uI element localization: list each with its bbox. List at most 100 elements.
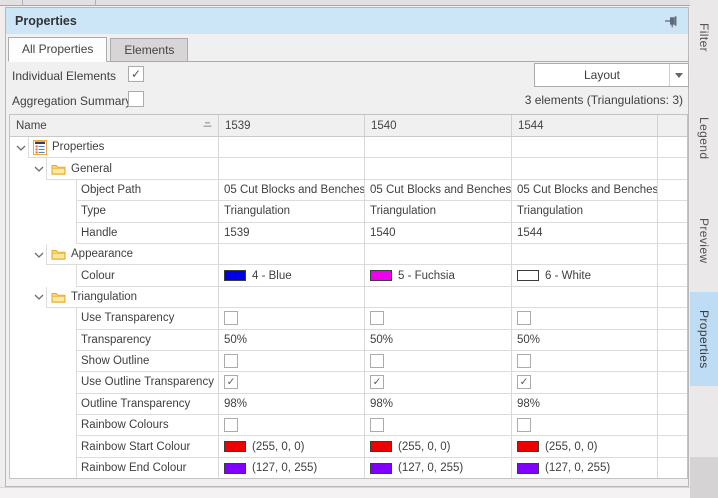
grid-row-appearance[interactable]: Appearance (10, 243, 687, 266)
value-checkbox[interactable] (370, 311, 384, 326)
value-checkbox[interactable]: ✓ (517, 375, 531, 390)
grid-cell-object-path-1540[interactable]: 05 Cut Blocks and Benches... (365, 179, 512, 202)
tab-all-properties[interactable]: All Properties (8, 37, 108, 62)
dropdown-arrow-icon[interactable] (669, 64, 688, 86)
grid-cell-object-path-1539[interactable]: 05 Cut Blocks and Benches... (219, 179, 365, 202)
expand-chevron-icon[interactable] (14, 137, 28, 158)
grid-cell-type-1540[interactable]: Triangulation (365, 201, 512, 223)
grid-row-colour[interactable]: Colour 4 - Blue 5 - Fuchsia 6 - White (10, 265, 687, 287)
side-tab-properties[interactable]: Properties (690, 292, 718, 386)
grid-cell-rainbow-end-colour-1540[interactable]: (127, 0, 255) (365, 457, 512, 478)
color-swatch[interactable] (370, 462, 392, 474)
grid-cell-rainbow-colours-1539[interactable] (219, 415, 365, 437)
tree-name-cell[interactable]: Outline Transparency (10, 393, 219, 416)
tree-name-cell[interactable]: Use Transparency (10, 308, 219, 330)
color-swatch[interactable] (517, 462, 539, 474)
value-checkbox[interactable] (224, 311, 238, 326)
grid-cell-colour-1544[interactable]: 6 - White (512, 265, 658, 287)
tab-elements[interactable]: Elements (110, 38, 189, 61)
tree-name-cell[interactable]: Rainbow Colours (10, 415, 219, 437)
grid-cell-rainbow-start-colour-1539[interactable]: (255, 0, 0) (219, 436, 365, 458)
grid-cell-rainbow-start-colour-1540[interactable]: (255, 0, 0) (365, 436, 512, 458)
grid-cell-show-outline-1544[interactable] (512, 350, 658, 373)
grid-cell-type-1539[interactable]: Triangulation (219, 201, 365, 223)
grid-cell-rainbow-end-colour-1544[interactable]: (127, 0, 255) (512, 457, 658, 478)
expand-chevron-icon[interactable] (32, 287, 46, 308)
column-header-1540[interactable]: 1540 (365, 115, 512, 136)
grid-cell-type-1544[interactable]: Triangulation (512, 201, 658, 223)
grid-row-general[interactable]: General (10, 158, 687, 180)
value-checkbox[interactable]: ✓ (224, 375, 238, 390)
grid-cell-handle-1540[interactable]: 1540 (365, 222, 512, 244)
individual-elements-checkbox[interactable]: ✓ (128, 66, 144, 82)
aggregation-summary-checkbox[interactable] (128, 91, 144, 107)
grid-cell-colour-1540[interactable]: 5 - Fuchsia (365, 265, 512, 287)
tree-name-cell[interactable]: Triangulation (10, 286, 219, 309)
color-swatch[interactable] (370, 270, 392, 282)
grid-cell-use-outline-transparency-1539[interactable]: ✓ (219, 372, 365, 394)
grid-cell-use-outline-transparency-1540[interactable]: ✓ (365, 372, 512, 394)
value-checkbox[interactable] (517, 354, 531, 369)
tree-name-cell[interactable]: Transparency (10, 329, 219, 351)
sort-icon[interactable] (202, 120, 213, 132)
grid-cell-use-transparency-1539[interactable] (219, 308, 365, 330)
side-tab-legend[interactable]: Legend (697, 116, 711, 160)
grid-row-properties[interactable]: Properties (10, 137, 687, 159)
grid-cell-rainbow-end-colour-1539[interactable]: (127, 0, 255) (219, 457, 365, 478)
grid-cell-rainbow-colours-1540[interactable] (365, 415, 512, 437)
tree-name-cell[interactable]: Type (10, 201, 219, 223)
grid-cell-show-outline-1540[interactable] (365, 350, 512, 373)
column-header-1544[interactable]: 1544 (512, 115, 658, 136)
grid-cell-outline-transparency-1544[interactable]: 98% (512, 393, 658, 416)
grid-cell-transparency-1540[interactable]: 50% (365, 329, 512, 351)
value-checkbox[interactable] (224, 354, 238, 369)
tree-name-cell[interactable]: Rainbow Start Colour (10, 436, 219, 458)
grid-row-use-outline-transparency[interactable]: Use Outline Transparency ✓ ✓ ✓ (10, 372, 687, 394)
grid-row-type[interactable]: Type Triangulation Triangulation Triangulat… (10, 201, 687, 223)
grid-row-transparency[interactable]: Transparency 50% 50% 50% (10, 329, 687, 351)
grid-row-show-outline[interactable]: Show Outline (10, 350, 687, 373)
grid-cell-transparency-1539[interactable]: 50% (219, 329, 365, 351)
grid-cell-object-path-1544[interactable]: 05 Cut Blocks and Benches... (512, 179, 658, 202)
expand-chevron-icon[interactable] (32, 244, 46, 265)
value-checkbox[interactable] (517, 311, 531, 326)
color-swatch[interactable] (224, 270, 246, 282)
grid-row-rainbow-colours[interactable]: Rainbow Colours (10, 415, 687, 437)
color-swatch[interactable] (517, 270, 539, 282)
tree-name-cell[interactable]: Handle (10, 222, 219, 244)
grid-row-use-transparency[interactable]: Use Transparency (10, 308, 687, 330)
color-swatch[interactable] (224, 441, 246, 453)
grid-cell-colour-1539[interactable]: 4 - Blue (219, 265, 365, 287)
expand-chevron-icon[interactable] (32, 158, 46, 179)
value-checkbox[interactable] (224, 418, 238, 433)
grid-row-handle[interactable]: Handle 1539 1540 1544 (10, 222, 687, 244)
grid-cell-use-transparency-1540[interactable] (365, 308, 512, 330)
value-checkbox[interactable]: ✓ (370, 375, 384, 390)
tree-name-cell[interactable]: Properties (10, 137, 219, 159)
grid-cell-outline-transparency-1539[interactable]: 98% (219, 393, 365, 416)
layout-dropdown[interactable]: Layout (534, 63, 689, 87)
column-header-1539[interactable]: 1539 (219, 115, 365, 136)
color-swatch[interactable] (370, 441, 392, 453)
grid-cell-handle-1544[interactable]: 1544 (512, 222, 658, 244)
side-tab-preview[interactable]: Preview (697, 218, 711, 264)
grid-row-triangulation[interactable]: Triangulation (10, 286, 687, 309)
value-checkbox[interactable] (370, 354, 384, 369)
grid-row-rainbow-start-colour[interactable]: Rainbow Start Colour (255, 0, 0) (255, 0, … (10, 436, 687, 458)
tree-name-cell[interactable]: Object Path (10, 179, 219, 202)
tree-name-cell[interactable]: Rainbow End Colour (10, 457, 219, 478)
tree-name-cell[interactable]: Show Outline (10, 350, 219, 373)
side-tab-filter[interactable]: Filter (697, 23, 711, 53)
grid-cell-rainbow-colours-1544[interactable] (512, 415, 658, 437)
grid-row-object-path[interactable]: Object Path 05 Cut Blocks and Benches... 0… (10, 179, 687, 202)
grid-cell-outline-transparency-1540[interactable]: 98% (365, 393, 512, 416)
tree-name-cell[interactable]: Appearance (10, 243, 219, 266)
grid-cell-transparency-1544[interactable]: 50% (512, 329, 658, 351)
value-checkbox[interactable] (517, 418, 531, 433)
color-swatch[interactable] (517, 441, 539, 453)
tree-name-cell[interactable]: General (10, 158, 219, 180)
tree-name-cell[interactable]: Use Outline Transparency (10, 372, 219, 394)
grid-cell-handle-1539[interactable]: 1539 (219, 222, 365, 244)
value-checkbox[interactable] (370, 418, 384, 433)
column-header-name[interactable]: Name (10, 115, 219, 136)
